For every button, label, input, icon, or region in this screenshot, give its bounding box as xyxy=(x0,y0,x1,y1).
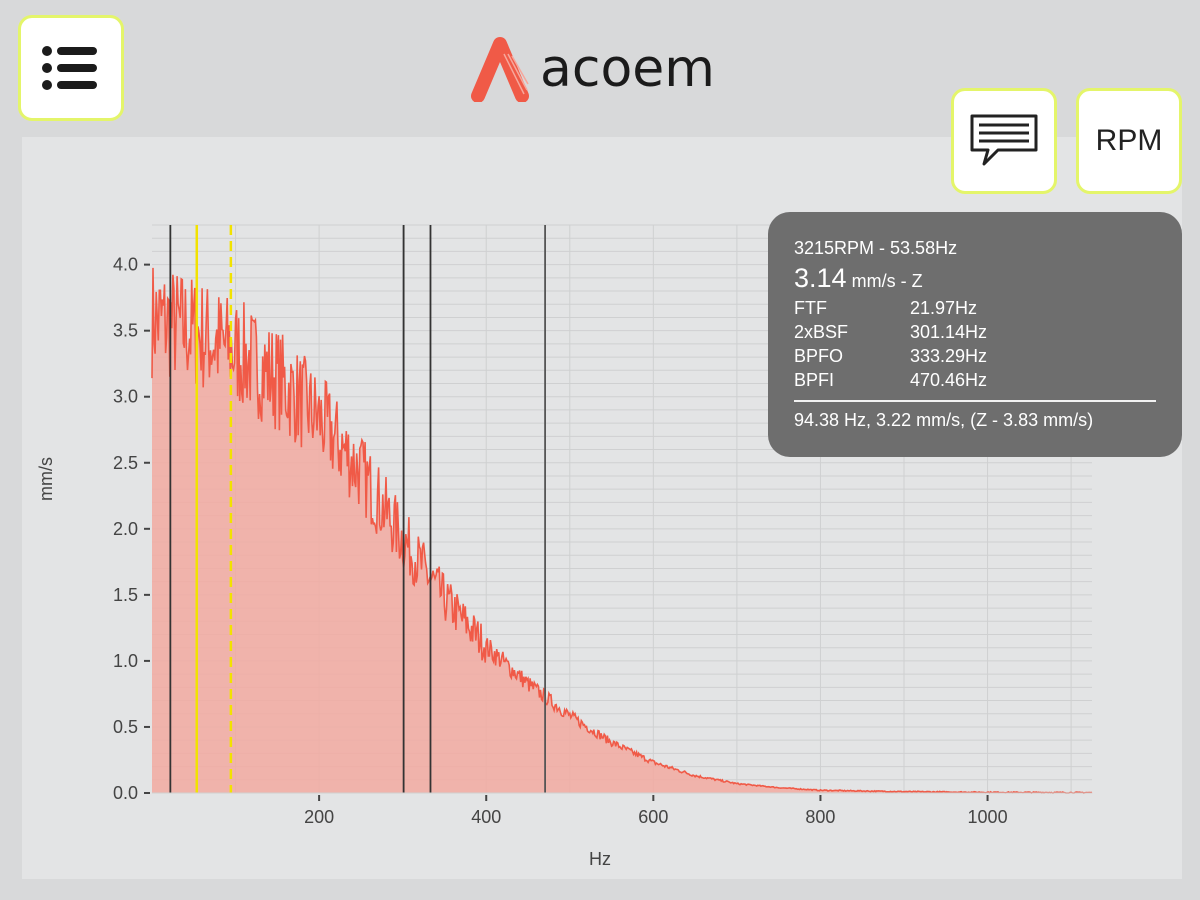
info-tooltip: 3215RPM - 53.58Hz 3.14 mm/s - Z FTF 21.9… xyxy=(768,212,1182,457)
info-freq-row: FTF 21.97Hz xyxy=(794,298,1156,322)
x-tick-label: 600 xyxy=(638,807,668,827)
info-cursor-readout: 94.38 Hz, 3.22 mm/s, (Z - 3.83 mm/s) xyxy=(794,410,1094,430)
y-tick-label: 1.5 xyxy=(113,585,138,605)
acoem-logo: acoem xyxy=(470,34,715,104)
x-tick-label: 800 xyxy=(805,807,835,827)
y-tick-label: 4.0 xyxy=(113,255,138,275)
y-tick-label: 3.5 xyxy=(113,321,138,341)
x-tick-label: 200 xyxy=(304,807,334,827)
y-tick-label: 3.0 xyxy=(113,387,138,407)
x-axis-label: Hz xyxy=(589,849,611,869)
info-freq-label: BPFO xyxy=(794,346,844,366)
info-value-unit: mm/s - Z xyxy=(851,271,923,291)
y-tick-label: 0.0 xyxy=(113,783,138,803)
spectrum-line xyxy=(151,267,1093,794)
y-tick-label: 2.5 xyxy=(113,453,138,473)
rpm-button-label: RPM xyxy=(1095,124,1163,157)
y-tick-label: 2.0 xyxy=(113,519,138,539)
y-tick-label: 0.5 xyxy=(113,717,138,737)
list-icon xyxy=(42,46,97,90)
info-freq-row: 2xBSF 301.14Hz xyxy=(794,322,1156,346)
info-freq-label: 2xBSF xyxy=(794,322,849,342)
spectrum-area xyxy=(152,267,1092,793)
info-freq-value: 333.29Hz xyxy=(910,346,988,366)
y-axis-label: mm/s xyxy=(36,457,56,501)
info-value: 3.14 mm/s - Z xyxy=(794,263,1156,294)
info-value-big: 3.14 xyxy=(794,263,847,293)
acoem-logo-mark-icon xyxy=(471,37,529,102)
y-tick-label: 1.0 xyxy=(113,651,138,671)
x-tick-label: 1000 xyxy=(968,807,1008,827)
info-freq-value: 301.14Hz xyxy=(910,322,988,342)
x-tick-label: 400 xyxy=(471,807,501,827)
info-freq-value: 21.97Hz xyxy=(910,298,978,318)
logo-text: acoem xyxy=(540,39,715,99)
speech-bubble-icon xyxy=(970,114,1038,166)
info-freq-label: BPFI xyxy=(794,370,835,390)
info-freq-value: 470.46Hz xyxy=(910,370,988,390)
info-freq-row: BPFO 333.29Hz xyxy=(794,346,1156,370)
menu-button[interactable] xyxy=(18,15,124,121)
comment-button[interactable] xyxy=(951,88,1057,194)
rpm-button[interactable]: RPM xyxy=(1076,88,1182,194)
info-freq-row: BPFI 470.46Hz xyxy=(794,370,1156,394)
info-separator xyxy=(794,400,1156,402)
info-freq-label: FTF xyxy=(794,298,827,318)
info-rpm: 3215RPM - 53.58Hz xyxy=(794,238,958,258)
